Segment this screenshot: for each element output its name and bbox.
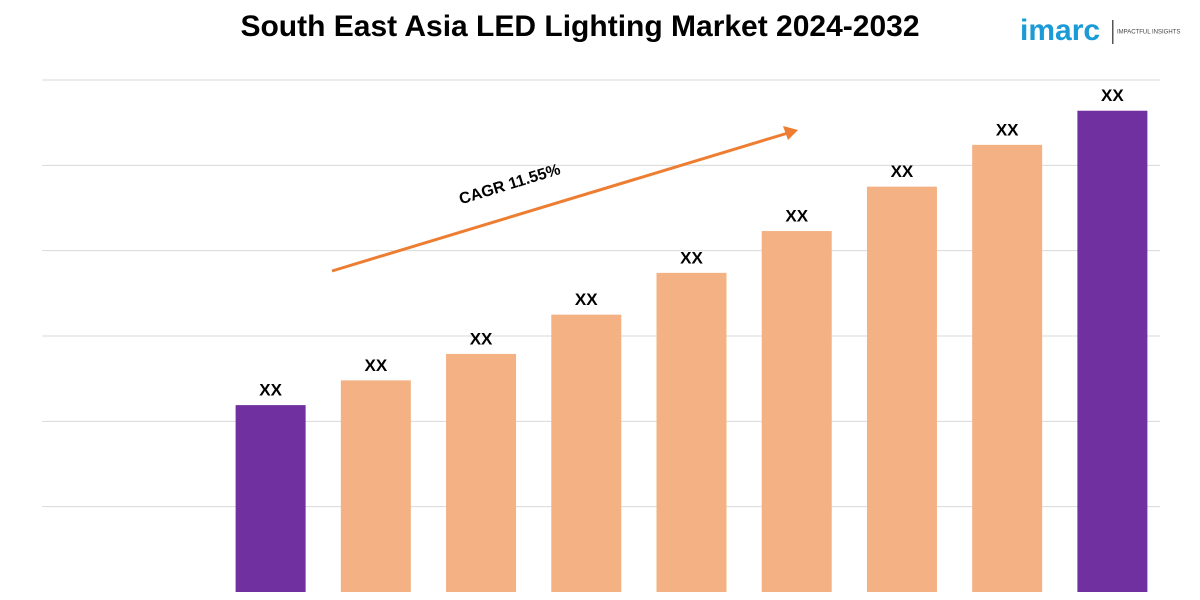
- data-label: XX: [785, 207, 808, 226]
- bar: [761, 231, 832, 593]
- data-label: XX: [680, 248, 703, 267]
- bar: [1077, 110, 1148, 592]
- data-label: XX: [259, 381, 282, 400]
- bar: [866, 186, 937, 592]
- bar: [656, 272, 727, 592]
- cagr-annotation: CAGR 11.55%: [457, 161, 562, 208]
- bar: [235, 405, 306, 592]
- cagr-arrowhead: [783, 126, 798, 140]
- logo-name: imarc: [1020, 14, 1100, 47]
- bar: [972, 144, 1043, 592]
- cagr-arrow: [331, 131, 789, 273]
- data-label: XX: [364, 356, 387, 375]
- data-label: XX: [1101, 86, 1124, 105]
- logo: imarc IMPACTFUL INSIGHTS: [1020, 14, 1180, 47]
- bar: [551, 314, 622, 592]
- bar: [340, 380, 411, 592]
- data-label: XX: [996, 120, 1019, 139]
- data-label: XX: [575, 290, 598, 309]
- logo-tagline: IMPACTFUL INSIGHTS: [1117, 30, 1180, 36]
- data-label: XX: [891, 162, 914, 181]
- chart-title: South East Asia LED Lighting Market 2024…: [240, 10, 919, 43]
- data-label: XX: [470, 329, 493, 348]
- bar: [446, 353, 517, 592]
- logo-divider: [1112, 20, 1114, 44]
